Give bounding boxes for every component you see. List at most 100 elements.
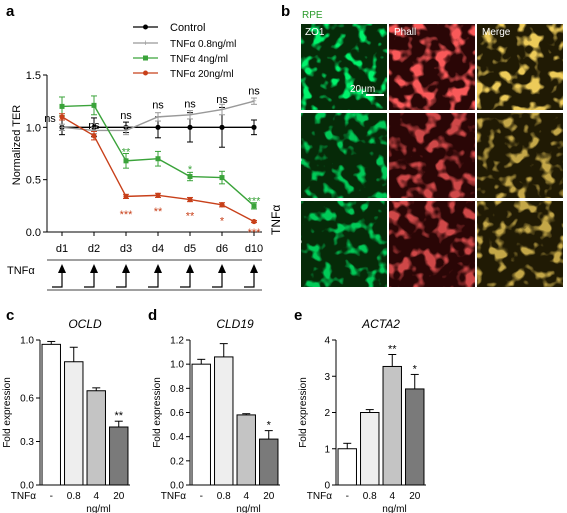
bar: [191, 363, 211, 486]
x-tick-label: -: [346, 491, 349, 502]
micrograph-1-0: [301, 113, 387, 198]
micrograph-0-1: [389, 24, 475, 110]
cell-texture: [389, 24, 475, 110]
data-point: [251, 218, 257, 225]
cell-texture: [477, 24, 563, 110]
column-label-zo1: ZO1: [305, 27, 325, 38]
micrograph-2-0: [301, 201, 387, 287]
y-axis-label: Fold expression: [298, 377, 309, 448]
x-axis-unit: ng/ml: [86, 504, 110, 513]
panel-a-line-chart: Control + TNFα 0.8ng/ml TNFα 4ng/ml TNFα…: [7, 22, 263, 291]
y-tick-label: 0.3: [20, 437, 34, 448]
y-tick-label: 1.5: [26, 70, 41, 82]
x-tick-label: 0.8: [363, 491, 377, 502]
data-point: [155, 124, 161, 130]
panel-label-c: c: [6, 307, 14, 324]
significance-annotation: ns: [44, 113, 56, 125]
tnf-arrow-icon: [116, 264, 130, 288]
micrograph-0-0: [301, 24, 387, 110]
y-tick-label: 1.0: [20, 336, 34, 347]
significance-annotation: *: [188, 164, 193, 176]
significance-annotation: ***: [248, 196, 262, 208]
x-tick-label: 20: [113, 491, 125, 502]
x-tick-label: 0.8: [67, 491, 81, 502]
data-point: [251, 203, 257, 209]
column-label-phall: Phall: [394, 27, 417, 38]
panel-e-bar-chart: ACTA2 Fold expression 0 1 2 3 4 - 0.8 ** 4 * 20 TNFα n…: [298, 317, 426, 513]
data-point: [59, 103, 65, 109]
data-point: [155, 192, 161, 198]
micrograph-1-2: [477, 113, 563, 198]
panel-label-a: a: [6, 3, 15, 20]
bar: [236, 414, 256, 486]
bar: [109, 426, 129, 486]
bar: [41, 343, 61, 486]
panel-b-title: RPE: [302, 10, 323, 21]
data-point: [91, 133, 97, 139]
y-tick-label: 0.0: [170, 481, 184, 492]
chart-title: ACTA2: [361, 317, 400, 331]
tnf-arrow-icon: [84, 264, 98, 288]
significance-annotation: **: [388, 344, 397, 356]
bar: [405, 388, 425, 486]
significance-annotation: *: [267, 420, 272, 432]
tnf-arrow-icon: [148, 264, 162, 288]
tnf-arrow-icon: [244, 264, 258, 288]
significance-annotation: ns: [184, 98, 196, 110]
y-tick-label: 1.0: [170, 360, 184, 371]
bar: [259, 438, 279, 486]
significance-annotation: ***: [248, 227, 262, 239]
cell-texture: [477, 113, 563, 198]
y-tick-label: 0.5: [26, 175, 41, 187]
scale-bar-label: 20μm: [350, 84, 376, 95]
x-tick-label: 4: [243, 491, 249, 502]
panel-c-bar-chart: OCLD Fold expression 0.0 0.3 0.6 1.0 - 0.8 4 ** 20…: [2, 317, 130, 513]
cell-texture: [301, 113, 387, 198]
data-point: +: [59, 122, 64, 132]
x-tick-label: -: [50, 491, 53, 502]
data-point: [91, 102, 97, 108]
legend: Control + TNFα 0.8ng/ml TNFα 4ng/ml TNFα…: [133, 22, 236, 80]
y-tick-label: 3: [324, 372, 330, 383]
tnf-label: TNFα: [7, 265, 35, 277]
y-tick-label: 1.2: [170, 336, 184, 347]
series-3: [59, 113, 257, 225]
cell-texture: [477, 201, 563, 287]
x-tick-label: 4: [389, 491, 395, 502]
data-point: +: [219, 105, 224, 115]
data-point: [187, 196, 193, 203]
y-axis-label: Fold expression: [2, 377, 13, 448]
bar: [214, 356, 234, 486]
data-point: [59, 114, 65, 120]
micrograph-0-2: [477, 24, 563, 110]
svg-text:+: +: [143, 38, 148, 48]
data-point: [123, 193, 129, 200]
x-tick-label: -: [200, 491, 203, 502]
significance-annotation: ***: [120, 209, 134, 221]
data-point: [219, 175, 225, 181]
tnf-arrow-icon: [212, 264, 226, 288]
row-label-20ng: 20ng/ml: [290, 223, 302, 263]
series-1: + + + + + + +: [59, 96, 257, 135]
y-tick-label: 0.8: [170, 384, 184, 395]
bar: [337, 448, 357, 486]
cell-texture: [389, 201, 475, 287]
x-tick-label: d5: [184, 243, 196, 255]
significance-annotation: **: [186, 210, 195, 222]
data-point: [187, 174, 193, 180]
significance-annotation: **: [154, 206, 163, 218]
panel-label-e: e: [294, 307, 302, 324]
tnf-arrow-icon: [180, 264, 194, 288]
bar: [86, 390, 106, 486]
tnf-arrow-icon: [52, 264, 66, 288]
significance-annotation: ns: [88, 120, 100, 132]
significance-annotation: ns: [120, 110, 132, 122]
y-tick-label: 0.6: [170, 408, 184, 419]
panel-d-bar-chart: CLD19 Fold expression 0.0 0.2 0.4 0.6 0.8 1.0 1.…: [152, 317, 280, 513]
data-point: [187, 124, 193, 130]
data-point: [251, 124, 257, 130]
panel-label-b: b: [281, 3, 290, 20]
x-tick-label: d10: [245, 243, 263, 255]
y-tick-label: 0.0: [20, 481, 34, 492]
